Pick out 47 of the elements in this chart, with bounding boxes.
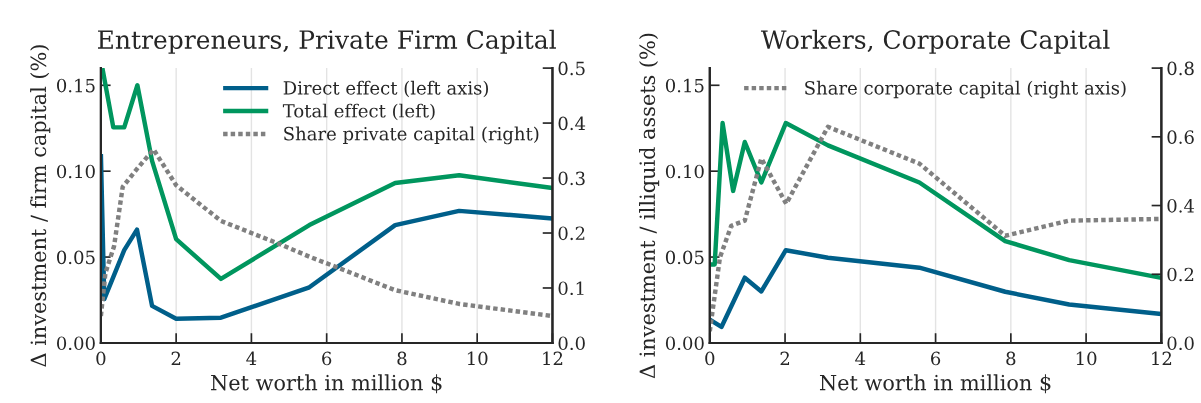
y2-tick-label: 0.0 <box>1167 336 1194 351</box>
line-series <box>709 247 1162 330</box>
y-tick-label: 0.00 <box>57 336 95 351</box>
x-tick-label: 4 <box>246 351 257 366</box>
y2-tick-label: 0.3 <box>558 171 585 186</box>
legend-label: Share private capital (right) <box>284 126 539 145</box>
x-tick-label: 2 <box>171 351 181 366</box>
chart-title: Workers, Corporate Capital <box>760 29 1110 54</box>
x-tick-label: 8 <box>1006 351 1016 366</box>
y-tick-label: 0.10 <box>57 164 95 179</box>
y2-tick-label: 0.6 <box>1167 130 1194 144</box>
y2-tick-label: 0.0 <box>558 336 585 351</box>
x-tick-label: 12 <box>1152 351 1172 366</box>
y-tick-label: 0.05 <box>665 250 704 265</box>
y-axis-title: Δ investment / firm capital (%) <box>30 45 51 367</box>
x-axis-title: Net worth in million $ <box>819 374 1051 394</box>
y2-tick-label: 0.2 <box>558 226 585 241</box>
y-tick-label: 0.15 <box>57 78 95 93</box>
chart-title: Entrepreneurs, Private Firm Capital <box>98 29 556 54</box>
y-tick-label: 0.15 <box>665 78 704 93</box>
x-tick-label: 0 <box>96 351 106 366</box>
legend-label: Total effect (left) <box>282 103 435 121</box>
x-tick-label: 10 <box>467 351 488 366</box>
line-series <box>709 120 1162 281</box>
y2-tick-label: 0.4 <box>558 116 586 131</box>
y-axis-title: Δ investment / illiquid assets (%) <box>639 33 660 379</box>
x-tick-label: 2 <box>780 351 790 366</box>
x-tick-label: 4 <box>855 351 866 366</box>
y2-tick-label: 0.5 <box>558 61 585 76</box>
x-tick-label: 12 <box>543 351 563 366</box>
y2-tick-label: 0.4 <box>1167 198 1195 213</box>
x-tick-label: 10 <box>1076 351 1097 366</box>
x-axis-title: Net worth in million $ <box>211 374 442 394</box>
y2-tick-label: 0.2 <box>1167 267 1194 282</box>
line-series <box>100 68 553 282</box>
x-tick-label: 8 <box>397 351 407 366</box>
y2-tick-label: 0.8 <box>1167 61 1194 76</box>
x-tick-label: 6 <box>931 351 941 366</box>
legend-label: Direct effect (left axis) <box>283 80 489 98</box>
y2-tick-label: 0.1 <box>558 281 584 296</box>
x-tick-label: 0 <box>705 351 715 366</box>
x-tick-label: 6 <box>322 351 332 366</box>
line-series <box>709 124 1162 334</box>
legend-label: Share corporate capital (right axis) <box>805 80 1126 99</box>
y-tick-label: 0.00 <box>665 336 704 351</box>
y-tick-label: 0.05 <box>57 250 95 265</box>
y-tick-label: 0.10 <box>665 164 704 179</box>
